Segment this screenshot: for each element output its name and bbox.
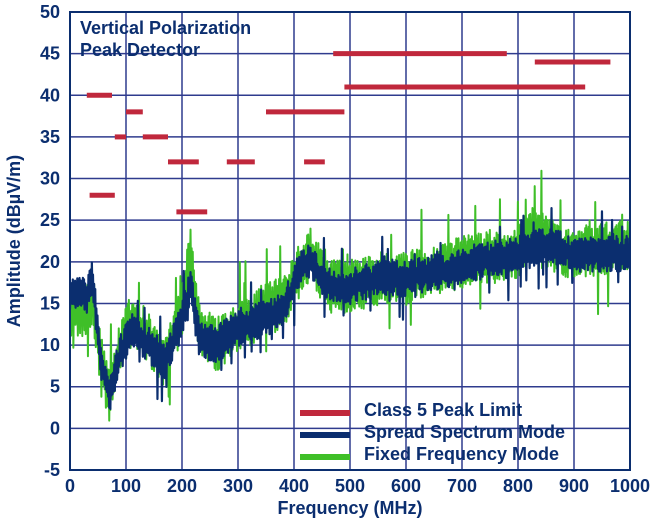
- chart-subtitle: Peak Detector: [80, 40, 200, 60]
- legend-swatch: [300, 432, 350, 438]
- legend-label: Fixed Frequency Mode: [364, 444, 559, 464]
- x-tick-label: 700: [447, 476, 477, 496]
- y-tick-label: 50: [40, 2, 60, 22]
- y-tick-label: 45: [40, 44, 60, 64]
- x-tick-label: 100: [111, 476, 141, 496]
- y-tick-label: 30: [40, 169, 60, 189]
- y-tick-label: 40: [40, 85, 60, 105]
- y-axis-title: Amplitude (dBµV/m): [4, 155, 24, 327]
- x-tick-label: 1000: [610, 476, 650, 496]
- emissions-chart: 01002003004005006007008009001000-5051015…: [0, 0, 656, 520]
- x-tick-label: 600: [391, 476, 421, 496]
- y-tick-label: 25: [40, 210, 60, 230]
- legend-swatch: [300, 454, 350, 460]
- y-tick-label: 15: [40, 293, 60, 313]
- x-tick-label: 400: [279, 476, 309, 496]
- y-tick-label: -5: [44, 460, 60, 480]
- x-tick-label: 200: [167, 476, 197, 496]
- y-tick-label: 10: [40, 335, 60, 355]
- chart-subtitle: Vertical Polarization: [80, 18, 251, 38]
- x-tick-label: 900: [559, 476, 589, 496]
- x-tick-label: 800: [503, 476, 533, 496]
- y-tick-label: 5: [50, 377, 60, 397]
- x-axis-title: Frequency (MHz): [277, 498, 422, 518]
- x-tick-label: 500: [335, 476, 365, 496]
- legend-swatch: [300, 410, 350, 416]
- x-tick-label: 300: [223, 476, 253, 496]
- y-tick-label: 35: [40, 127, 60, 147]
- legend-label: Spread Spectrum Mode: [364, 422, 565, 442]
- x-tick-label: 0: [65, 476, 75, 496]
- y-tick-label: 0: [50, 418, 60, 438]
- y-tick-label: 20: [40, 252, 60, 272]
- legend-label: Class 5 Peak Limit: [364, 400, 522, 420]
